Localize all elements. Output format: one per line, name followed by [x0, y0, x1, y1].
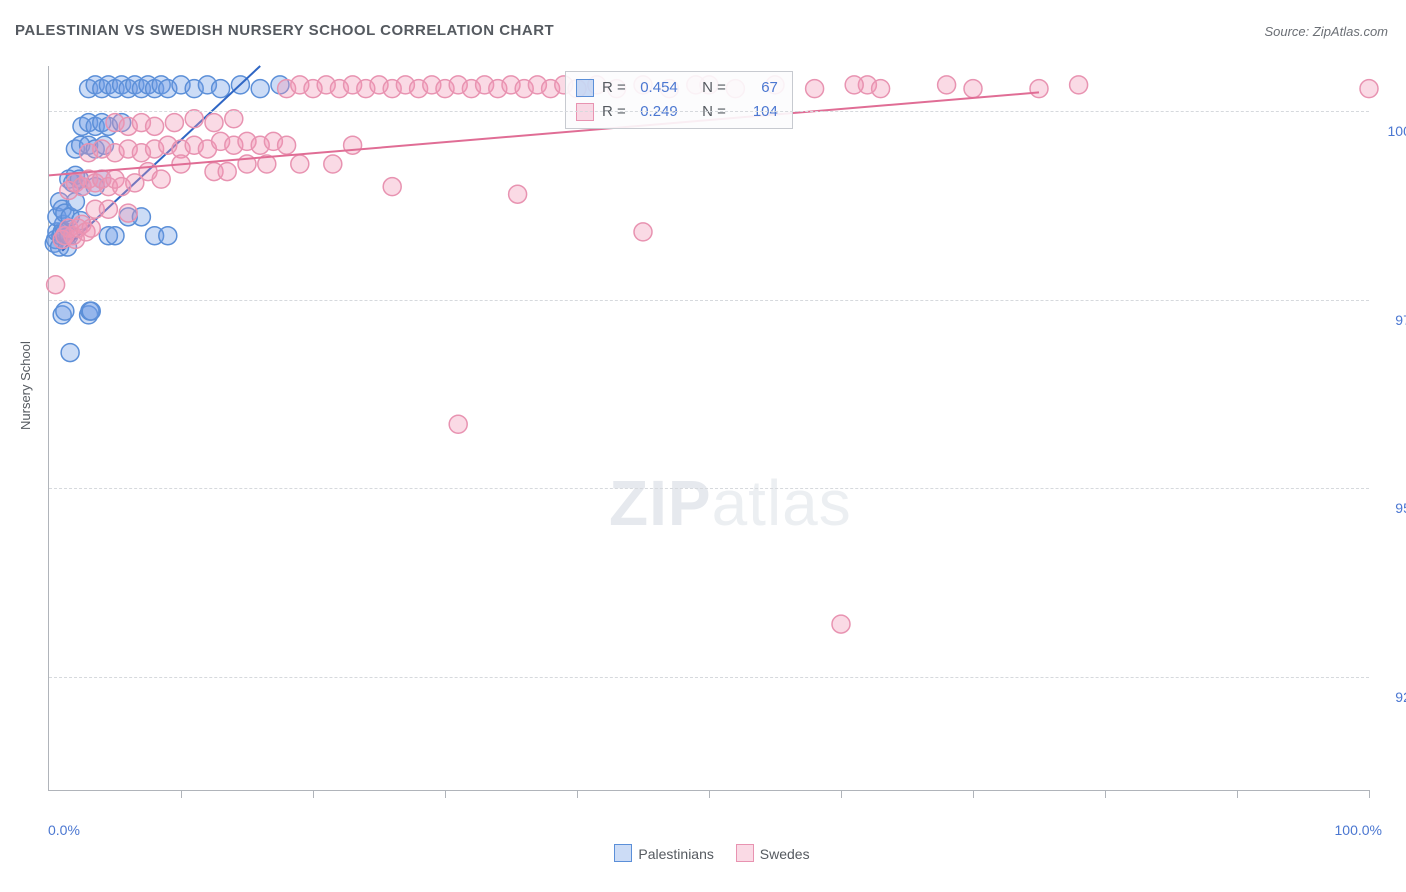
data-point [449, 415, 467, 433]
x-tick [577, 790, 578, 798]
data-point [634, 223, 652, 241]
stats-n-value-1: 67 [734, 76, 778, 100]
x-tick [1105, 790, 1106, 798]
x-tick [973, 790, 974, 798]
plot-area: ZIPatlas R = 0.454 N = 67 R = 0.249 N = … [48, 66, 1369, 791]
source-label: Source: ZipAtlas.com [1264, 24, 1388, 39]
data-point [212, 80, 230, 98]
data-point [47, 276, 65, 294]
data-point [845, 76, 863, 94]
data-point [324, 155, 342, 173]
x-tick [1237, 790, 1238, 798]
data-point [806, 80, 824, 98]
grid-line [49, 488, 1369, 489]
y-axis-title: Nursery School [18, 341, 33, 430]
data-point [509, 185, 527, 203]
x-label-min: 0.0% [48, 822, 80, 838]
data-point [872, 80, 890, 98]
stats-box: R = 0.454 N = 67 R = 0.249 N = 104 [565, 71, 793, 129]
data-point [964, 80, 982, 98]
data-point [278, 136, 296, 154]
data-point [119, 204, 137, 222]
legend-bottom: Palestinians Swedes [0, 844, 1406, 862]
trend-line [49, 92, 1039, 175]
legend-label-1: Palestinians [638, 846, 714, 862]
y-tick-label: 92.5% [1375, 689, 1406, 705]
grid-line [49, 300, 1369, 301]
data-point [383, 178, 401, 196]
x-tick [313, 790, 314, 798]
data-point [159, 227, 177, 245]
y-tick-label: 97.5% [1375, 312, 1406, 328]
data-point [152, 170, 170, 188]
stats-n-label-1: N = [702, 76, 726, 100]
data-point [165, 114, 183, 132]
data-point [832, 615, 850, 633]
data-point [225, 110, 243, 128]
plot-svg [49, 66, 1369, 790]
grid-line [49, 677, 1369, 678]
stats-row-1: R = 0.454 N = 67 [576, 76, 778, 100]
x-label-max: 100.0% [1335, 822, 1382, 838]
x-tick [709, 790, 710, 798]
stats-r-label-1: R = [602, 76, 626, 100]
legend-swatch-2 [736, 844, 754, 862]
x-tick [181, 790, 182, 798]
x-tick [841, 790, 842, 798]
stats-swatch-1 [576, 79, 594, 97]
y-tick-label: 100.0% [1375, 123, 1406, 139]
data-point [291, 155, 309, 173]
data-point [146, 117, 164, 135]
data-point [61, 344, 79, 362]
data-point [218, 163, 236, 181]
data-point [938, 76, 956, 94]
data-point [56, 302, 74, 320]
data-point [344, 136, 362, 154]
legend-label-2: Swedes [760, 846, 810, 862]
chart-title: PALESTINIAN VS SWEDISH NURSERY SCHOOL CO… [15, 22, 554, 39]
data-point [205, 114, 223, 132]
data-point [1070, 76, 1088, 94]
stats-r-value-1: 0.454 [634, 76, 678, 100]
data-point [251, 80, 269, 98]
data-point [82, 219, 100, 237]
y-tick-label: 95.0% [1375, 500, 1406, 516]
grid-line [49, 111, 1369, 112]
x-tick [1369, 790, 1370, 798]
data-point [1360, 80, 1378, 98]
data-point [82, 302, 100, 320]
legend-swatch-1 [614, 844, 632, 862]
data-point [1030, 80, 1048, 98]
data-point [99, 200, 117, 218]
x-tick [445, 790, 446, 798]
data-point [185, 110, 203, 128]
data-point [106, 227, 124, 245]
